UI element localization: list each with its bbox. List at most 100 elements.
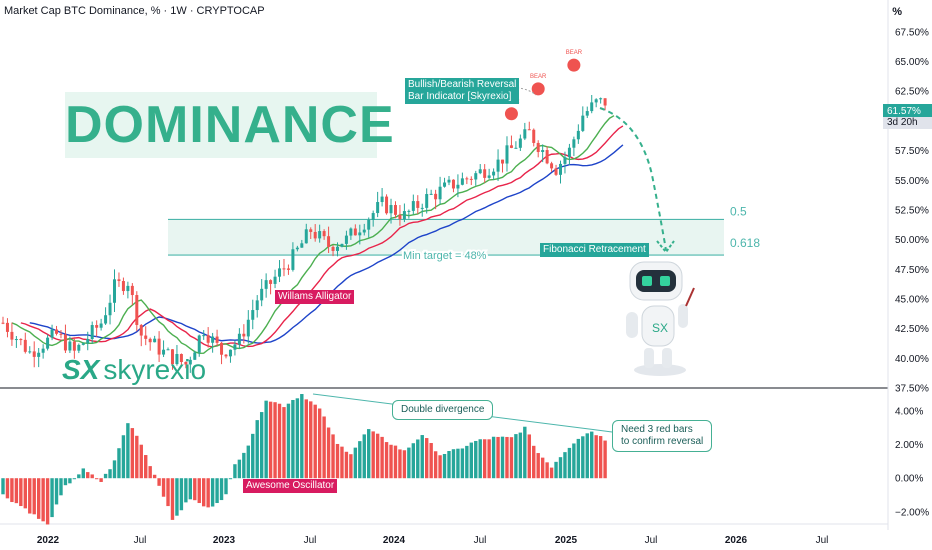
candle-body — [251, 310, 255, 320]
candle-body — [603, 98, 607, 106]
oscillator-bar — [527, 434, 531, 479]
fib-0.618-label: 0.618 — [730, 236, 760, 250]
candle-body — [260, 288, 264, 301]
oscillator-bar — [389, 444, 393, 479]
oscillator-bar — [291, 399, 295, 479]
bear-signal-label: BEAR — [566, 50, 583, 56]
candle-body — [407, 210, 411, 212]
oscillator-bar — [433, 451, 438, 479]
unit-label[interactable]: % — [892, 6, 902, 18]
oscillator-bar — [322, 416, 326, 479]
oscillator-bar — [184, 478, 188, 503]
candle-body — [331, 246, 335, 251]
oscillator-bar — [144, 455, 148, 479]
oscillator-bar — [398, 449, 402, 479]
oscillator-bar — [197, 478, 201, 504]
candle-body — [460, 178, 464, 185]
time-tick-label: 2023 — [213, 535, 236, 546]
candle-body — [385, 196, 389, 214]
oscillator-bar — [469, 442, 473, 479]
oscillator-bar — [545, 462, 549, 479]
oscillator-bar — [523, 426, 527, 479]
candle-body — [425, 194, 429, 208]
oscillator-bar — [331, 434, 335, 479]
candle-body — [541, 150, 545, 153]
oscillator-bar — [188, 478, 193, 500]
candle-body — [10, 331, 14, 340]
candle-body — [72, 341, 76, 351]
oscillator-bar — [148, 466, 152, 479]
candle-body — [5, 322, 9, 332]
candle-body — [139, 324, 143, 336]
candle-body — [318, 231, 322, 239]
candle-body — [545, 150, 549, 164]
oscillator-bar — [429, 443, 433, 479]
candle-body — [179, 354, 183, 362]
candle-body — [336, 246, 339, 251]
bear-signal-dot — [504, 107, 518, 121]
candle-body — [175, 354, 179, 365]
candle-body — [63, 334, 67, 351]
candle-body — [563, 157, 567, 164]
candle-body — [527, 129, 531, 131]
oscillator-bar — [425, 438, 429, 479]
oscillator-bar — [540, 457, 545, 479]
candle-body — [220, 342, 224, 355]
candle-body — [465, 178, 469, 180]
oscillator-bar — [233, 464, 237, 479]
candle-body — [340, 243, 344, 247]
candle-body — [416, 201, 420, 208]
oscillator-bar — [139, 444, 143, 479]
candle-body — [594, 99, 598, 103]
candle-body — [398, 214, 402, 220]
oscillator-bar — [407, 447, 411, 479]
price-tick-label: 67.50% — [895, 27, 929, 38]
fibonacci-label: Fibonacci Retracement — [540, 243, 649, 257]
candle-body — [514, 147, 518, 149]
price-tick-label: 57.50% — [895, 146, 929, 157]
candle-body — [23, 339, 27, 352]
price-tick-label: 55.00% — [895, 176, 929, 187]
oscillator-bar — [371, 431, 375, 479]
dominance-headline: DOMINANCE — [65, 92, 394, 158]
candle-body — [228, 349, 232, 357]
candle-body — [202, 335, 206, 337]
oscillator-bar — [193, 478, 197, 501]
candle-body — [362, 229, 366, 233]
oscillator-bar — [576, 438, 581, 479]
oscillator-bar — [54, 478, 59, 505]
candle-body — [349, 228, 353, 236]
candle-body — [233, 344, 237, 350]
oscillator-bar — [465, 445, 469, 479]
candle-body — [211, 336, 215, 343]
candle-body — [599, 98, 603, 100]
oscillator-bar — [572, 443, 576, 479]
candle-body — [367, 219, 371, 230]
oscillator-bar — [219, 478, 224, 501]
last-price-tag: 61.57% — [883, 104, 932, 119]
candle-body — [581, 115, 585, 131]
candle-body — [273, 276, 277, 284]
oscillator-tick-label: −2.00% — [895, 507, 929, 518]
oscillator-bar — [603, 440, 607, 479]
candle-body — [447, 179, 451, 183]
oscillator-bar — [121, 435, 126, 479]
oscillator-bar — [416, 439, 420, 479]
candle-body — [46, 337, 50, 349]
oscillator-bar — [362, 434, 366, 479]
candle-body — [483, 169, 487, 178]
candle-body — [371, 213, 375, 220]
candle-body — [86, 339, 90, 344]
candle-body — [153, 338, 157, 343]
time-tick-label: Jul — [645, 535, 658, 546]
candle-body — [344, 235, 348, 244]
oscillator-bar — [135, 435, 139, 479]
oscillator-bar — [14, 478, 19, 504]
reversal-connector — [504, 87, 537, 96]
candle-body — [278, 268, 282, 277]
oscillator-bar — [384, 442, 389, 479]
bear-signal-dot — [531, 82, 545, 96]
candle-body — [68, 341, 72, 351]
candle-body — [170, 349, 174, 365]
oscillator-bar — [117, 448, 121, 479]
